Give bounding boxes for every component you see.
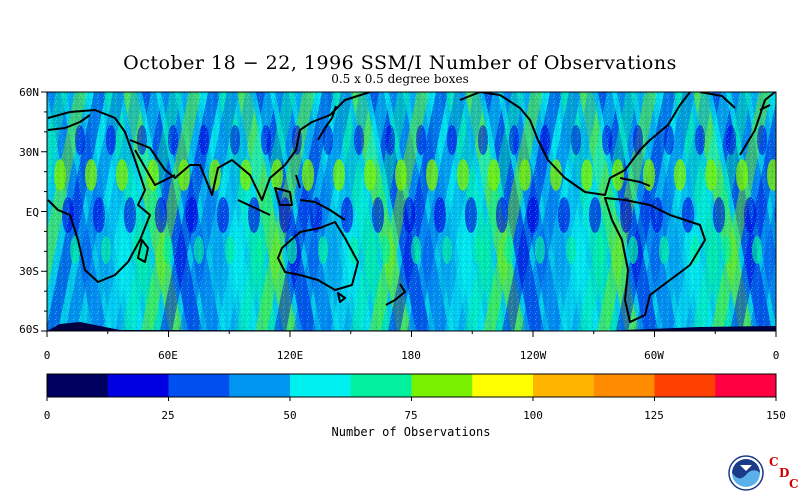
coastlines (47, 92, 776, 323)
colorbar-swatch-6 (411, 374, 473, 397)
lat-label-30s: 30S (19, 265, 39, 278)
colorbar-tick-0: 0 (43, 409, 51, 422)
colorbar-swatch-4 (290, 374, 352, 397)
colorbar-tick-50: 50 (283, 409, 297, 422)
colorbar (46, 373, 777, 401)
cdc-letter-3: C (789, 477, 799, 491)
colorbar-tick-125: 125 (644, 409, 664, 422)
colorbar-swatch-9 (593, 374, 655, 397)
cdc-letter-2: D (779, 466, 790, 480)
colorbar-swatch-0 (47, 374, 109, 397)
lon-label-0-east: 0 (772, 349, 780, 362)
lat-label-30n: 30N (19, 146, 39, 159)
map-field (47, 92, 776, 331)
lon-label-120w: 120W (519, 349, 547, 362)
map-subtitle: 0.5 x 0.5 degree boxes (331, 72, 469, 86)
colorbar-swatch-10 (654, 374, 716, 397)
colorbar-tick-75: 75 (404, 409, 418, 422)
map-title: October 18 − 22, 1996 SSM/I Number of Ob… (123, 52, 677, 74)
colorbar-swatch-5 (350, 374, 412, 397)
lat-label-60s: 60S (19, 323, 39, 336)
lon-label-180: 180 (401, 349, 421, 362)
lon-label-60e: 60E (158, 349, 178, 362)
colorbar-swatch-8 (533, 374, 595, 397)
colorbar-swatch-7 (472, 374, 534, 397)
lon-label-60w: 60W (644, 349, 664, 362)
lon-label-0: 0 (43, 349, 51, 362)
colorbar-swatch-2 (168, 374, 230, 397)
lat-label-60n: 60N (19, 86, 39, 99)
noaa-logo-icon (728, 455, 764, 491)
lat-label-eq: EQ (25, 206, 39, 219)
colorbar-tick-150: 150 (766, 409, 786, 422)
colorbar-title: Number of Observations (331, 425, 491, 439)
lon-label-120e: 120E (276, 349, 304, 362)
colorbar-swatch-1 (107, 374, 169, 397)
cdc-letter-1: C (769, 455, 779, 469)
colorbar-tick-100: 100 (523, 409, 543, 422)
colorbar-swatch-11 (715, 374, 777, 397)
colorbar-swatch-3 (229, 374, 291, 397)
colorbar-tick-25: 25 (161, 409, 175, 422)
